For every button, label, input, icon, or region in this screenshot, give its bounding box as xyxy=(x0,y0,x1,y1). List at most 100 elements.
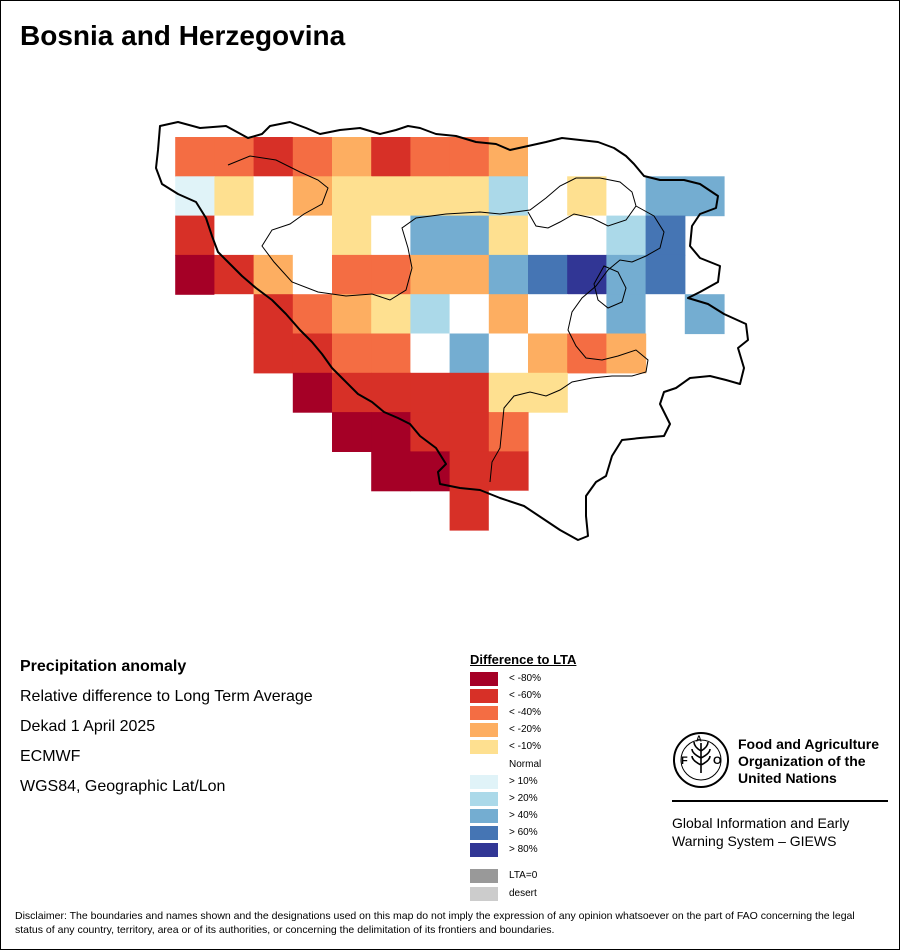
grid-cell-normal xyxy=(488,490,529,531)
grid-cell-normal xyxy=(606,176,647,217)
svg-text:F: F xyxy=(681,755,688,767)
grid-cell-lt40 xyxy=(488,412,529,452)
legend-swatch xyxy=(470,706,498,720)
svg-text:A: A xyxy=(696,735,702,744)
grid-cell-lt60 xyxy=(449,490,490,531)
legend-label: > 60% xyxy=(509,827,538,838)
map-projection: WGS84, Geographic Lat/Lon xyxy=(20,778,226,795)
legend-label: > 40% xyxy=(509,810,538,821)
grid-cell-normal xyxy=(488,333,529,374)
grid-cell-gt40 xyxy=(488,254,529,295)
legend-label: < -40% xyxy=(509,707,541,718)
legend-swatch xyxy=(470,689,498,703)
grid-cell-gt60 xyxy=(645,215,686,256)
grid-cell-lt10 xyxy=(371,176,411,217)
legend-swatch xyxy=(470,869,498,883)
grid-cell-lt60 xyxy=(371,137,411,177)
grid-cell-normal xyxy=(214,215,255,256)
grid-cell-gt60 xyxy=(645,254,686,295)
grid-cell-lt20 xyxy=(332,137,372,177)
legend-swatch xyxy=(470,758,498,772)
grid-cell-gt20 xyxy=(488,176,529,217)
grid-cell-normal xyxy=(371,215,411,256)
grid-cell-lt60 xyxy=(292,333,333,374)
legend-label: < -60% xyxy=(509,690,541,701)
grid-cell-normal xyxy=(528,137,568,177)
grid-cell-lt80 xyxy=(175,254,215,295)
grid-cell-lt20 xyxy=(449,254,490,295)
legend-label: > 10% xyxy=(509,776,538,787)
legend-label: Normal xyxy=(509,759,542,770)
grid-cell-lt40 xyxy=(332,333,372,374)
grid-cell-lt10 xyxy=(567,176,607,217)
grid-cell-normal xyxy=(528,215,568,256)
giews-name: Global Information and Early Warning Sys… xyxy=(672,815,850,849)
grid-cell-normal xyxy=(253,215,294,256)
grid-cell-gt60 xyxy=(528,254,568,295)
legend-label: < -10% xyxy=(509,741,541,752)
grid-cell-lt60 xyxy=(410,372,451,413)
grid-cell-normal xyxy=(567,215,607,256)
grid-cell-normal xyxy=(292,254,333,295)
legend-swatch xyxy=(470,887,498,901)
grid-cell-gt40 xyxy=(449,215,490,256)
grid-cell-lt40 xyxy=(410,137,451,177)
grid-cell-lt80 xyxy=(371,451,411,492)
svg-text:O: O xyxy=(713,755,722,767)
grid-cell-gt40 xyxy=(449,333,490,374)
map-source: ECMWF xyxy=(20,748,81,765)
entity-boundaries xyxy=(227,155,665,483)
map-heading: Precipitation anomaly xyxy=(20,658,187,675)
fao-emblem-icon: F A O xyxy=(673,732,729,788)
grid-cell-lt40 xyxy=(371,333,411,374)
grid-cell-lt10 xyxy=(214,176,255,217)
grid-cell-gt40 xyxy=(684,294,725,335)
legend-label: < -80% xyxy=(509,673,541,684)
grid-cell-lt10 xyxy=(332,215,372,256)
grid-cell-lt80 xyxy=(332,412,372,452)
grid-cell-normal xyxy=(214,294,255,335)
grid-cell-normal xyxy=(410,333,451,374)
grid-cell-normal xyxy=(528,294,568,335)
grid-cell-lt60 xyxy=(449,412,490,452)
grid-cell-lt60 xyxy=(214,254,255,295)
grid-cell-gt20 xyxy=(606,215,647,256)
grid-cell-lt60 xyxy=(449,372,490,413)
grid-cell-lt20 xyxy=(410,254,451,295)
grid-cell-lt60 xyxy=(488,451,529,492)
grid-cell-lt10 xyxy=(410,176,451,217)
grid-cell-normal xyxy=(253,176,294,217)
entity-boundary-east xyxy=(489,205,665,483)
legend-label: < -20% xyxy=(509,724,541,735)
grid-cell-lt40 xyxy=(292,137,333,177)
grid-cell-lt60 xyxy=(253,137,294,177)
grid-cell-gt40 xyxy=(645,176,686,217)
legend-label: desert xyxy=(509,888,537,899)
grid-cell-lt10 xyxy=(449,176,490,217)
grid-cell-lt10 xyxy=(488,372,529,413)
grid-cell-lt20 xyxy=(528,333,568,374)
grid-cell-lt60 xyxy=(253,333,294,374)
grid-cell-normal xyxy=(567,294,607,335)
grid-cell-gt40 xyxy=(410,215,451,256)
map-subtitle: Relative difference to Long Term Average xyxy=(20,688,313,705)
legend-swatch xyxy=(470,826,498,840)
map-period: Dekad 1 April 2025 xyxy=(20,718,156,735)
legend-swatch xyxy=(470,775,498,789)
legend-swatch xyxy=(470,740,498,754)
grid-cell-lt10 xyxy=(488,215,529,256)
grid-cell-lt20 xyxy=(332,294,372,335)
legend-swatch xyxy=(470,809,498,823)
page-title: Bosnia and Herzegovina xyxy=(20,20,346,51)
grid-cell-lt40 xyxy=(332,254,372,295)
anomaly-grid xyxy=(175,137,725,531)
legend-label: > 20% xyxy=(509,793,538,804)
fao-name: Food and Agriculture Organization of the… xyxy=(738,736,880,786)
grid-cell-lt40 xyxy=(371,254,411,295)
entity-boundary-north xyxy=(227,155,637,301)
grid-cell-lt40 xyxy=(292,294,333,335)
country-outline xyxy=(155,121,749,541)
grid-cell-lt20 xyxy=(488,294,529,335)
grid-cell-lt60 xyxy=(175,215,215,256)
grid-cell-gt20 xyxy=(410,294,451,335)
